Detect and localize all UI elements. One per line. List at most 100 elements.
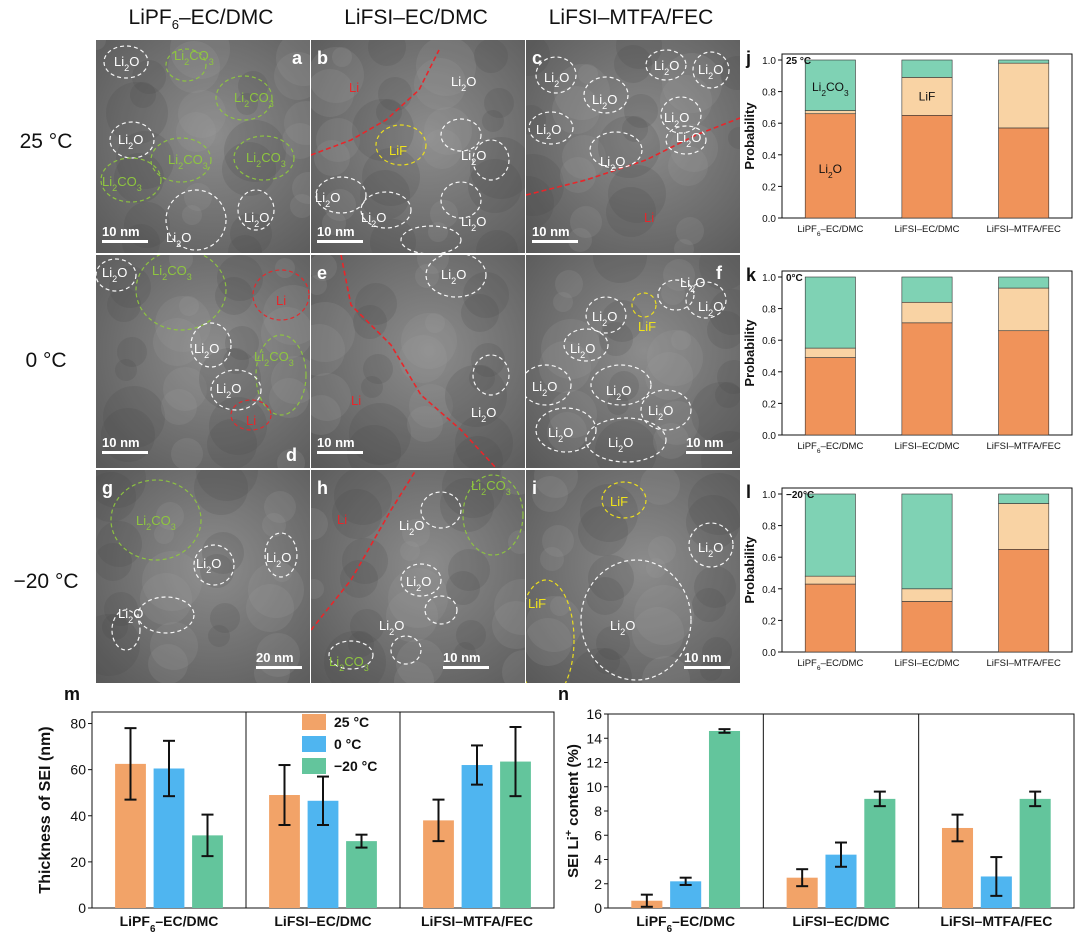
error-bar — [835, 841, 847, 868]
y-tick-label: 0.0 — [762, 648, 776, 659]
error-bar — [201, 813, 214, 858]
panel-letter: d — [286, 445, 297, 465]
y-tick-label: 14 — [586, 730, 602, 746]
tem-panel-i: LiF Li2O LiF Li2O i 10 nm — [526, 470, 740, 683]
tem-label: Li2CO3 — [102, 174, 142, 193]
scale-bar — [684, 666, 730, 669]
tem-label: Li2O — [664, 110, 689, 129]
tem-label: Li2CO3 — [234, 90, 274, 109]
panel-label-n: n — [558, 684, 569, 704]
chart-j: 0.0 0.2 0.4 0.6 0.8 1.0 Probability LiPF6–EC/DM… — [740, 40, 1080, 255]
scale-bar-label: 10 nm — [684, 650, 722, 665]
y-tick-label: 0 — [78, 900, 86, 916]
tem-label: Li2O — [610, 618, 635, 637]
y-tick-label: 0.2 — [762, 616, 776, 627]
error-bar — [124, 727, 137, 801]
error-bar — [471, 744, 483, 786]
y-tick-label: 10 — [586, 779, 602, 795]
tem-label: Li2O — [461, 148, 486, 167]
tem-panel-h: Li Li2O Li2CO3 Li2O Li2O Li2CO3 h 10 nm — [311, 470, 525, 683]
panel-letter: h — [317, 478, 328, 498]
tem-label: Li — [246, 413, 256, 428]
y-tick-label: 8 — [594, 803, 602, 819]
panel-letter: i — [532, 478, 537, 498]
y-tick-label: 0.2 — [762, 182, 776, 193]
tem-label: Li2O — [606, 383, 631, 402]
stacked-bar-segment — [901, 115, 953, 219]
tem-panel-a: Li2O Li2CO3 Li2CO3 Li2O Li2CO3 Li2CO3 Li2CO3 Li… — [96, 40, 310, 253]
y-tick-label: 0.4 — [762, 368, 776, 379]
column-header-3: LiFSI–MTFA/FEC — [548, 6, 714, 29]
x-tick-label: LiFSI–EC/DMC — [895, 441, 960, 452]
tem-label: Li2O — [680, 275, 705, 294]
chart-temperature: 0°C — [786, 273, 803, 284]
y-tick-label: 1.0 — [762, 490, 776, 501]
tem-label: Li2CO3 — [246, 150, 286, 169]
scale-bar-label: 10 nm — [532, 224, 570, 239]
tem-label: Li2O — [600, 154, 625, 173]
legend-label: −20 °C — [334, 758, 377, 774]
tem-label: LiF — [638, 319, 656, 334]
x-group-label: LiFSI–EC/DMC — [274, 913, 371, 929]
panel-letter: e — [317, 263, 327, 283]
error-bar — [990, 856, 1003, 897]
scale-bar-label: 10 nm — [102, 224, 140, 239]
tem-label: Li2O — [608, 435, 633, 454]
stacked-bar-segment — [901, 77, 953, 116]
x-tick-label: LiFSI–EC/DMC — [895, 658, 960, 669]
chart-n: 0 2 4 6 8 10 12 14 16 SEI Li+ content (%) LiPF6–EC… — [560, 700, 1080, 942]
y-axis-label: Thickness of SEI (nm) — [37, 726, 54, 893]
stacked-bar-segment — [804, 347, 856, 358]
error-bar — [432, 798, 445, 843]
tem-label: Li2CO3 — [168, 152, 208, 171]
tem-label: Li2O — [361, 210, 386, 229]
panel-letter: g — [102, 478, 113, 498]
stacked-bar-segment — [804, 59, 856, 111]
segment-annotation: Li2CO3 — [812, 80, 849, 98]
bar — [1019, 798, 1051, 908]
tem-panel-f: Li2O LiF Li2O Li2O Li2O Li2O Li2O Li2O Li2O Li2O f… — [526, 255, 740, 468]
panel-letter: b — [317, 48, 328, 68]
tem-label: Li2O — [441, 267, 466, 286]
legend-swatch — [302, 714, 326, 730]
scale-bar — [532, 240, 578, 243]
stacked-bar-segment — [901, 493, 953, 590]
tem-label: Li2CO3 — [329, 654, 369, 673]
tem-label: Li2O — [698, 299, 723, 318]
segment-annotation: LiF — [919, 89, 936, 103]
tem-label: Li — [351, 393, 361, 408]
scale-bar-label: 10 nm — [686, 435, 724, 450]
y-tick-label: 1.0 — [762, 56, 776, 67]
tem-label: Li2O — [570, 341, 595, 360]
tem-label: Li2O — [118, 132, 143, 151]
x-group-label: LiFSI–MTFA/FEC — [421, 913, 533, 929]
legend-swatch — [302, 736, 326, 752]
y-tick-label: 80 — [70, 716, 86, 732]
scale-bar-label: 20 nm — [256, 650, 294, 665]
segment-annotation: Li2O — [819, 162, 842, 180]
tem-label: Li2O — [216, 381, 241, 400]
tem-label: Li — [276, 293, 286, 308]
tem-label: Li2O — [102, 265, 127, 284]
x-group-label: LiPF6–EC/DMC — [636, 913, 735, 935]
tem-label: Li2O — [118, 606, 143, 625]
x-group-label: LiFSI–MTFA/FEC — [940, 913, 1052, 929]
panel-letter: a — [292, 48, 303, 68]
error-bar — [718, 728, 731, 734]
scale-bar — [102, 240, 148, 243]
tem-panel-b: Li Li2O LiF Li2O Li2O Li2O Li2O b 10 nm — [311, 40, 525, 253]
tem-label: Li2CO3 — [136, 513, 176, 532]
x-tick-label: LiFSI–EC/DMC — [895, 224, 960, 235]
row-header-0c: 0 °C — [25, 349, 67, 372]
tem-label: Li2O — [592, 309, 617, 328]
y-tick-label: 12 — [586, 755, 602, 771]
stacked-bar-segment — [998, 493, 1050, 504]
tem-label: Li2O — [536, 122, 561, 141]
tem-label: Li2O — [544, 70, 569, 89]
tem-label: Li2O — [196, 556, 221, 575]
y-tick-label: 0.8 — [762, 88, 776, 99]
y-tick-label: 0.8 — [762, 522, 776, 533]
y-tick-label: 0.2 — [762, 399, 776, 410]
stacked-bar-segment — [804, 113, 856, 219]
scale-bar-label: 10 nm — [102, 435, 140, 450]
